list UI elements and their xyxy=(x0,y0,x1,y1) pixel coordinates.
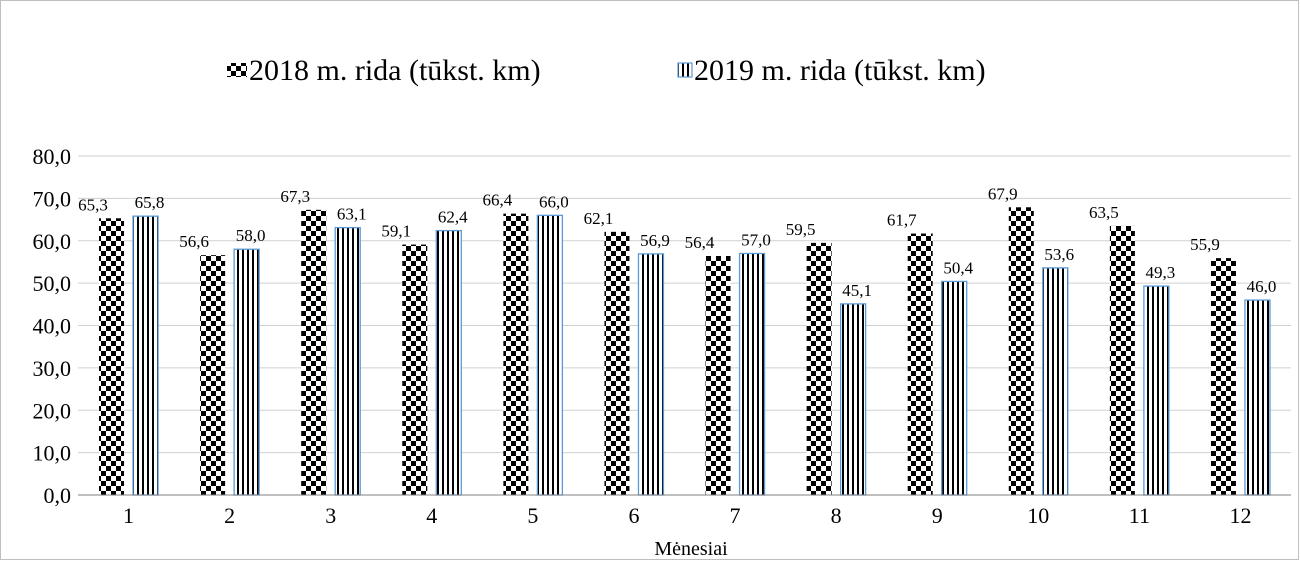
x-tick-label: 3 xyxy=(325,503,336,528)
bar-2018 xyxy=(705,256,731,495)
bar-2018 xyxy=(200,255,226,495)
bar-2019 xyxy=(435,229,462,496)
bar-2019 xyxy=(233,248,260,496)
bar-2019 xyxy=(839,303,867,496)
y-tick-label: 50,0 xyxy=(33,271,72,296)
gridlines xyxy=(78,155,1291,454)
bar-2019 xyxy=(1143,285,1170,496)
legend-label-2018: 2018 m. rida (tūkst. km) xyxy=(249,54,541,87)
y-axis-ticks: 0,0 10,0 20,0 30,0 40,0 50,0 60,0 70,0 80,0 xyxy=(33,144,72,508)
x-tick-label: 8 xyxy=(831,503,842,528)
bar-2019 xyxy=(334,226,361,496)
bar-2019 xyxy=(738,252,766,496)
data-label-2018: 61,7 xyxy=(887,211,917,230)
data-label-2018: 65,3 xyxy=(78,195,108,214)
y-tick-label: 30,0 xyxy=(33,356,72,381)
data-label-2019: 53,6 xyxy=(1044,245,1074,264)
bar-2018 xyxy=(907,233,933,495)
x-tick-label: 7 xyxy=(730,503,741,528)
legend-item-2018: 2018 m. rida (tūkst. km) xyxy=(227,54,541,87)
bar-2019 xyxy=(1042,267,1069,496)
bar-2019 xyxy=(1244,299,1271,496)
x-tick-label: 1 xyxy=(123,503,134,528)
bar-2019 xyxy=(536,214,564,496)
x-tick-label: 11 xyxy=(1129,503,1150,528)
bar-2019 xyxy=(941,280,968,496)
legend-label-2019: 2019 m. rida (tūkst. km) xyxy=(694,54,986,87)
data-label-2019: 65,8 xyxy=(135,193,165,212)
data-label-2019: 56,9 xyxy=(640,231,670,250)
legend-item-2019: 2019 m. rida (tūkst. km) xyxy=(677,54,986,87)
data-label-2019: 66,0 xyxy=(539,192,569,211)
x-axis-ticks: 1 2 3 4 5 6 7 8 9 10 11 12 xyxy=(123,503,1251,528)
data-label-2018: 63,5 xyxy=(1089,203,1119,222)
bar-2018 xyxy=(1008,207,1034,495)
x-tick-label: 6 xyxy=(628,503,639,528)
bar-2018 xyxy=(806,242,832,495)
data-label-2019: 45,1 xyxy=(842,281,872,300)
legend: 2018 m. rida (tūkst. km) 2019 m. rida (t… xyxy=(227,54,986,87)
legend-swatch-2019 xyxy=(677,62,693,78)
bar-2018 xyxy=(402,244,428,495)
x-tick-label: 9 xyxy=(932,503,943,528)
data-label-2018: 59,5 xyxy=(786,220,816,239)
bar-2018 xyxy=(503,213,529,495)
data-label-2019: 63,1 xyxy=(337,205,367,224)
data-label-2019: 57,0 xyxy=(741,230,771,249)
data-label-2018: 59,1 xyxy=(381,222,411,241)
bar-2019 xyxy=(132,215,159,496)
bar-2018 xyxy=(99,218,125,495)
x-tick-label: 5 xyxy=(527,503,538,528)
data-label-2019: 62,4 xyxy=(438,208,468,227)
data-label-2019: 50,4 xyxy=(943,258,973,277)
x-tick-label: 12 xyxy=(1229,503,1251,528)
bar-2018 xyxy=(301,209,327,495)
data-label-2018: 66,4 xyxy=(483,191,513,210)
data-label-2018: 55,9 xyxy=(1190,235,1220,254)
data-label-2018: 56,4 xyxy=(685,233,715,252)
data-labels: 65,3 65,8 56,6 58,0 67,3 63,1 59,1 62,4 66,4 66,0… xyxy=(78,184,1276,300)
data-label-2019: 58,0 xyxy=(236,226,266,245)
data-label-2018: 67,9 xyxy=(988,184,1018,203)
x-tick-label: 2 xyxy=(224,503,235,528)
y-tick-label: 80,0 xyxy=(33,144,72,169)
data-label-2019: 46,0 xyxy=(1247,277,1277,296)
y-tick-label: 20,0 xyxy=(33,398,72,423)
bar-2018 xyxy=(604,231,630,495)
x-tick-label: 10 xyxy=(1027,503,1049,528)
data-label-2018: 67,3 xyxy=(280,187,310,206)
bar-2019 xyxy=(637,253,665,496)
bar-2018 xyxy=(1210,258,1236,495)
legend-swatch-2018 xyxy=(227,63,247,77)
bar-2018 xyxy=(1109,225,1135,495)
x-tick-label: 4 xyxy=(426,503,437,528)
y-tick-label: 10,0 xyxy=(33,441,72,466)
y-tick-label: 70,0 xyxy=(33,186,72,211)
y-tick-label: 40,0 xyxy=(33,314,72,339)
y-tick-label: 0,0 xyxy=(44,483,72,508)
data-label-2019: 49,3 xyxy=(1146,263,1176,282)
x-axis-title: Mėnesiai xyxy=(654,538,728,560)
data-label-2018: 56,6 xyxy=(179,232,209,251)
bars xyxy=(99,207,1271,496)
y-tick-label: 60,0 xyxy=(33,229,72,254)
data-label-2018: 62,1 xyxy=(584,209,614,228)
